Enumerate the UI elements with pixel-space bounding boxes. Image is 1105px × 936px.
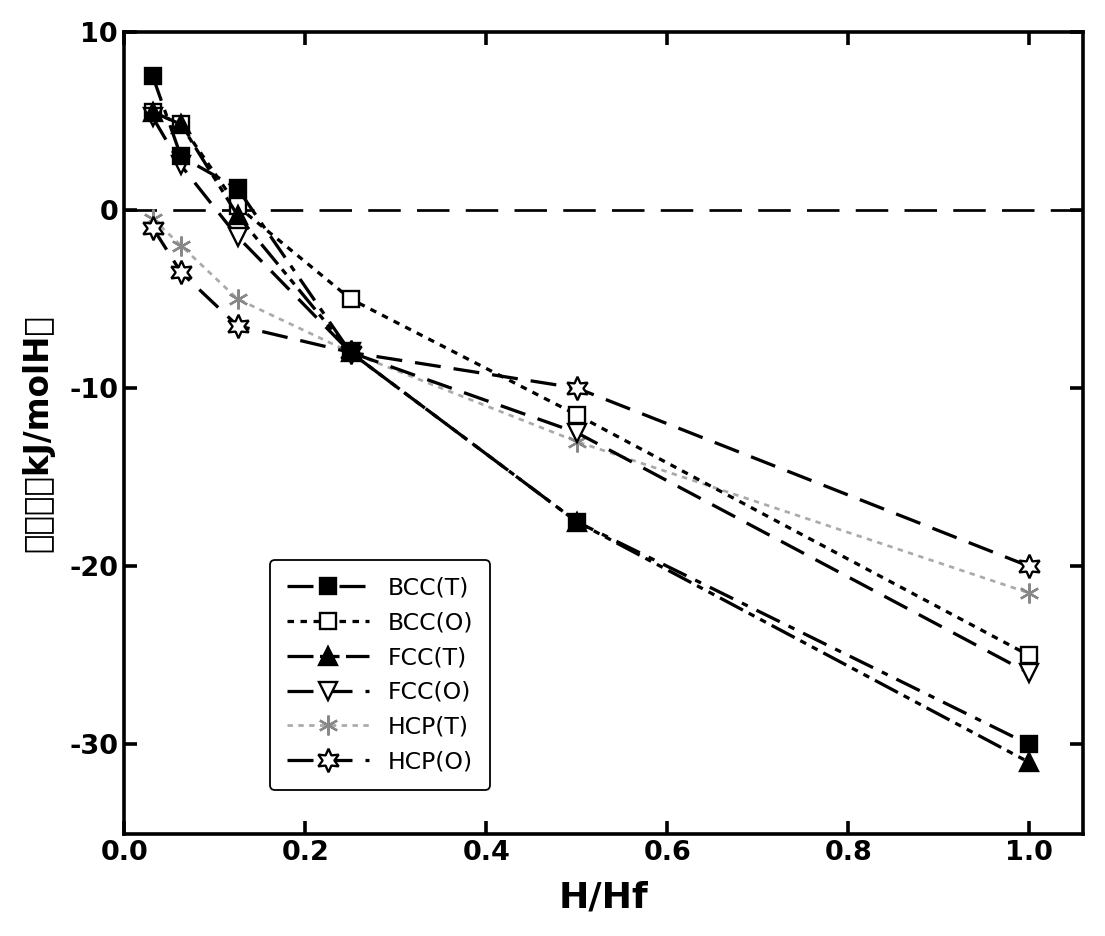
- HCP(T): [231, 293, 244, 304]
- Line: FCC(T): FCC(T): [144, 103, 1038, 771]
- HCP(O): [146, 222, 159, 233]
- FCC(O): [146, 111, 159, 123]
- Y-axis label: 生成热（kJ/molH）: 生成热（kJ/molH）: [22, 314, 54, 551]
- Legend: BCC(T), BCC(O), FCC(T), FCC(O), HCP(T), HCP(O): BCC(T), BCC(O), FCC(T), FCC(O), HCP(T), …: [271, 561, 490, 790]
- HCP(T): [175, 240, 188, 251]
- X-axis label: H/Hf: H/Hf: [559, 881, 649, 914]
- FCC(T): [570, 516, 583, 527]
- BCC(T): [175, 151, 188, 162]
- Line: BCC(O): BCC(O): [145, 104, 1038, 664]
- FCC(T): [175, 119, 188, 130]
- FCC(O): [570, 427, 583, 438]
- BCC(T): [344, 347, 357, 358]
- FCC(T): [231, 210, 244, 221]
- BCC(T): [1022, 739, 1035, 750]
- FCC(T): [146, 107, 159, 118]
- FCC(T): [1022, 756, 1035, 768]
- BCC(T): [231, 183, 244, 194]
- HCP(T): [344, 347, 357, 358]
- BCC(T): [146, 70, 159, 81]
- Line: HCP(O): HCP(O): [141, 216, 1041, 578]
- BCC(O): [146, 107, 159, 118]
- HCP(O): [175, 267, 188, 278]
- BCC(O): [175, 119, 188, 130]
- HCP(O): [231, 320, 244, 331]
- Line: BCC(T): BCC(T): [145, 68, 1038, 753]
- FCC(O): [1022, 667, 1035, 679]
- HCP(O): [570, 383, 583, 394]
- HCP(O): [1022, 561, 1035, 572]
- Line: HCP(T): HCP(T): [143, 209, 1039, 603]
- FCC(O): [344, 347, 357, 358]
- FCC(O): [175, 160, 188, 171]
- HCP(T): [1022, 588, 1035, 599]
- HCP(O): [344, 347, 357, 358]
- HCP(T): [146, 213, 159, 225]
- BCC(O): [570, 409, 583, 420]
- BCC(T): [570, 516, 583, 527]
- FCC(T): [344, 347, 357, 358]
- Line: FCC(O): FCC(O): [144, 109, 1038, 682]
- BCC(O): [231, 200, 244, 212]
- BCC(O): [344, 293, 357, 304]
- FCC(O): [231, 231, 244, 242]
- HCP(T): [570, 436, 583, 447]
- BCC(O): [1022, 650, 1035, 661]
